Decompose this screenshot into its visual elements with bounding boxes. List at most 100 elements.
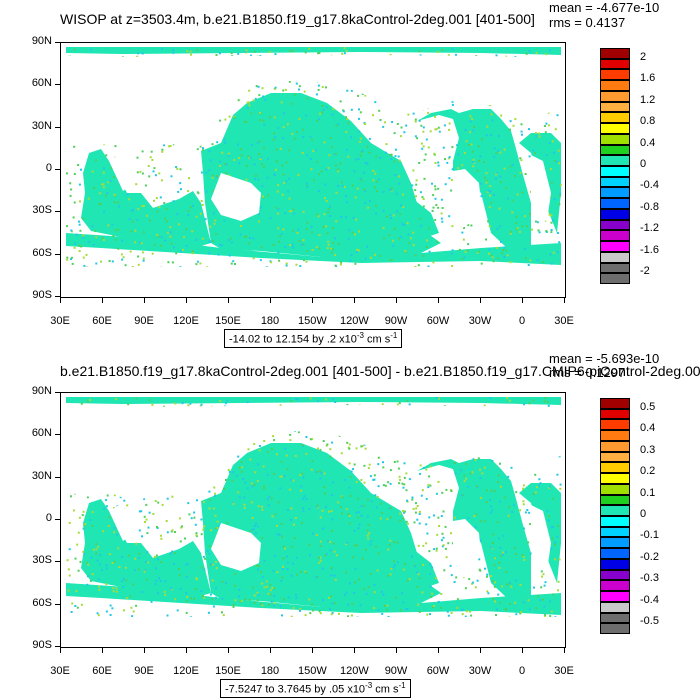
colorbar-swatch bbox=[600, 176, 630, 188]
lat-tick-label: 60N bbox=[31, 427, 52, 440]
colorbar-swatch bbox=[600, 48, 630, 59]
colorbar-swatch bbox=[600, 166, 630, 177]
panel2-map bbox=[60, 392, 566, 648]
land-mask bbox=[61, 617, 565, 647]
lon-tick-label: 30E bbox=[50, 665, 70, 677]
lon-tick-label: 30E bbox=[554, 315, 574, 327]
panel2-contour-range: -7.5247 to 3.7645 by .05 x10 bbox=[225, 683, 366, 696]
colorbar-swatch bbox=[600, 558, 630, 570]
lon-tick-mark bbox=[312, 298, 313, 303]
lat-tick-mark bbox=[55, 603, 60, 605]
lon-tick-label: 150W bbox=[298, 665, 327, 677]
panel2-contour-exp: -3 bbox=[365, 681, 373, 690]
colorbar-swatch bbox=[600, 419, 630, 431]
colorbar-swatch bbox=[600, 251, 630, 263]
lat-tick-mark bbox=[55, 561, 60, 563]
ocean-basin bbox=[81, 499, 211, 599]
colorbar-label: 0.5 bbox=[640, 400, 656, 413]
colorbar-label: -0.4 bbox=[640, 593, 659, 606]
lon-tick-mark bbox=[270, 648, 271, 653]
colorbar-label: 0.1 bbox=[640, 486, 656, 499]
lon-tick-label: 90E bbox=[134, 665, 154, 677]
land-mask bbox=[109, 505, 135, 541]
panel1-rms: rms = 0.4137 bbox=[549, 15, 626, 30]
lat-tick-label: 0 bbox=[45, 162, 52, 174]
colorbar-label: -0.5 bbox=[640, 615, 659, 628]
colorbar-swatch bbox=[600, 569, 630, 581]
panel2-contour-unit-exp: -1 bbox=[398, 681, 406, 690]
lat-tick-label: 90S bbox=[32, 639, 52, 651]
colorbar-swatch bbox=[600, 494, 630, 506]
land-mask bbox=[211, 523, 261, 571]
colorbar-swatch bbox=[600, 612, 630, 624]
lon-tick-mark bbox=[270, 298, 271, 303]
colorbar-swatch bbox=[600, 440, 630, 452]
land-mask bbox=[61, 405, 565, 503]
colorbar-swatch bbox=[600, 219, 630, 231]
colorbar-label: 0.3 bbox=[640, 443, 656, 456]
colorbar-swatch bbox=[600, 241, 630, 252]
lat-tick-label: 60N bbox=[31, 77, 52, 90]
colorbar-swatch bbox=[600, 90, 630, 102]
land-mask bbox=[531, 155, 551, 221]
lon-tick-mark bbox=[186, 648, 187, 653]
panel1-contour-exp: -3 bbox=[356, 331, 364, 340]
lat-tick-mark bbox=[55, 211, 60, 213]
lon-tick-label: 150W bbox=[298, 315, 327, 327]
lon-tick-label: 90W bbox=[384, 665, 408, 677]
lon-tick-label: 150E bbox=[215, 315, 241, 327]
panel1-map bbox=[60, 42, 566, 298]
ocean-basin bbox=[66, 397, 561, 405]
lon-tick-label: 60W bbox=[426, 315, 450, 327]
colorbar-swatch bbox=[600, 548, 630, 559]
panel1-contour-unit: cm s bbox=[363, 333, 391, 346]
lat-tick-label: 30S bbox=[32, 554, 52, 567]
colorbar-swatch bbox=[600, 601, 630, 613]
lon-tick-mark bbox=[354, 298, 355, 303]
land-mask bbox=[61, 55, 565, 153]
land-mask bbox=[61, 267, 565, 297]
lon-tick-mark bbox=[102, 298, 103, 303]
colorbar-swatch bbox=[600, 187, 630, 199]
lon-tick-label: 120E bbox=[173, 665, 199, 677]
panel2-title: b.e21.B1850.f19_g17.8kaControl-2deg.001 … bbox=[60, 363, 700, 379]
lon-tick-mark bbox=[396, 298, 397, 303]
lon-tick-label: 150E bbox=[215, 665, 241, 677]
lon-tick-label: 180 bbox=[260, 315, 280, 327]
colorbar-label: -0.1 bbox=[640, 529, 659, 542]
lon-tick-mark bbox=[396, 648, 397, 653]
panel2-rms: rms = 0.1297 bbox=[549, 365, 626, 380]
lon-tick-label: 30E bbox=[554, 665, 574, 677]
colorbar-label: 1.2 bbox=[640, 93, 656, 106]
lat-tick-mark bbox=[55, 476, 60, 478]
lon-tick-label: 90E bbox=[134, 315, 154, 327]
ocean-basin bbox=[391, 199, 439, 239]
colorbar-swatch bbox=[600, 123, 630, 134]
colorbar-swatch bbox=[600, 144, 630, 156]
panel2-contour-unit: cm s bbox=[372, 683, 399, 696]
ocean-basin bbox=[66, 233, 561, 265]
land-mask bbox=[453, 169, 481, 229]
colorbar-swatch bbox=[600, 430, 630, 441]
panel2-mean: mean = -5.693e-10 bbox=[549, 351, 660, 366]
panel1-title: WISOP at z=3503.4m, b.e21.B1850.f19_g17.… bbox=[60, 11, 535, 27]
colorbar-label: 1.6 bbox=[640, 72, 656, 85]
lon-tick-mark bbox=[312, 648, 313, 653]
land-mask bbox=[531, 505, 551, 571]
colorbar-label: -1.2 bbox=[640, 222, 659, 235]
panel1-mean: mean = -4.677e-10 bbox=[549, 0, 660, 15]
lon-tick-label: 120W bbox=[340, 665, 369, 677]
colorbar-swatch bbox=[600, 408, 630, 420]
lon-tick-mark bbox=[564, 298, 565, 303]
lat-tick-label: 90N bbox=[31, 385, 52, 397]
ocean-basin bbox=[391, 549, 439, 589]
colorbar-swatch bbox=[600, 262, 630, 274]
lat-tick-label: 30N bbox=[31, 469, 52, 482]
colorbar-swatch bbox=[600, 230, 630, 242]
colorbar-label: -0.4 bbox=[640, 179, 659, 192]
lat-tick-label: 60S bbox=[32, 246, 52, 259]
colorbar-label: 0 bbox=[640, 508, 647, 520]
land-mask bbox=[453, 519, 481, 579]
panel1-contour-range: -14.02 to 12.154 by .2 x10 bbox=[229, 333, 357, 346]
lat-tick-mark bbox=[55, 42, 60, 43]
